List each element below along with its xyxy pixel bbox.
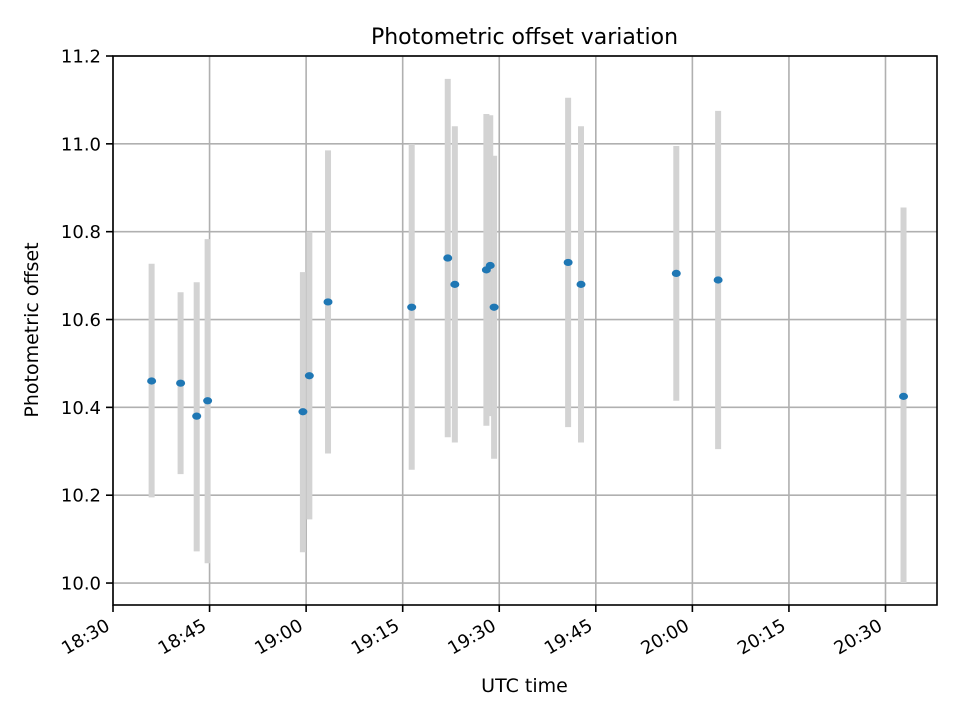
data-point (485, 261, 495, 270)
y-tick-label: 10.8 (61, 222, 101, 243)
data-point (192, 412, 202, 420)
y-tick-label: 10.0 (61, 574, 101, 595)
y-axis: 10.0 10.2 10.4 10.6 10.8 11.0 11.2 (61, 47, 113, 595)
y-tick-label: 10.2 (61, 486, 101, 507)
x-axis-title: UTC time (481, 675, 568, 697)
data-point (298, 408, 308, 416)
data-point (713, 276, 723, 284)
y-tick-label: 10.4 (61, 398, 101, 419)
data-point (323, 298, 333, 306)
y-axis-title: Photometric offset (21, 242, 43, 417)
data-point (899, 392, 909, 400)
data-point (450, 280, 460, 288)
y-tick-label: 10.6 (61, 310, 101, 331)
plot-frame (112, 55, 938, 606)
data-point (563, 258, 573, 267)
data-point (203, 397, 213, 405)
chart-title: Photometric offset variation (371, 25, 678, 50)
y-tick-label: 11.0 (61, 134, 101, 155)
data-point (304, 372, 314, 380)
data-points (147, 254, 909, 420)
data-point (407, 303, 417, 311)
data-point (489, 303, 499, 311)
data-point (176, 379, 186, 387)
y-tick-label: 11.2 (61, 47, 101, 68)
data-point (147, 377, 157, 385)
grid (112, 55, 937, 605)
data-point (671, 269, 681, 278)
data-point (576, 280, 586, 288)
data-point (443, 254, 453, 262)
